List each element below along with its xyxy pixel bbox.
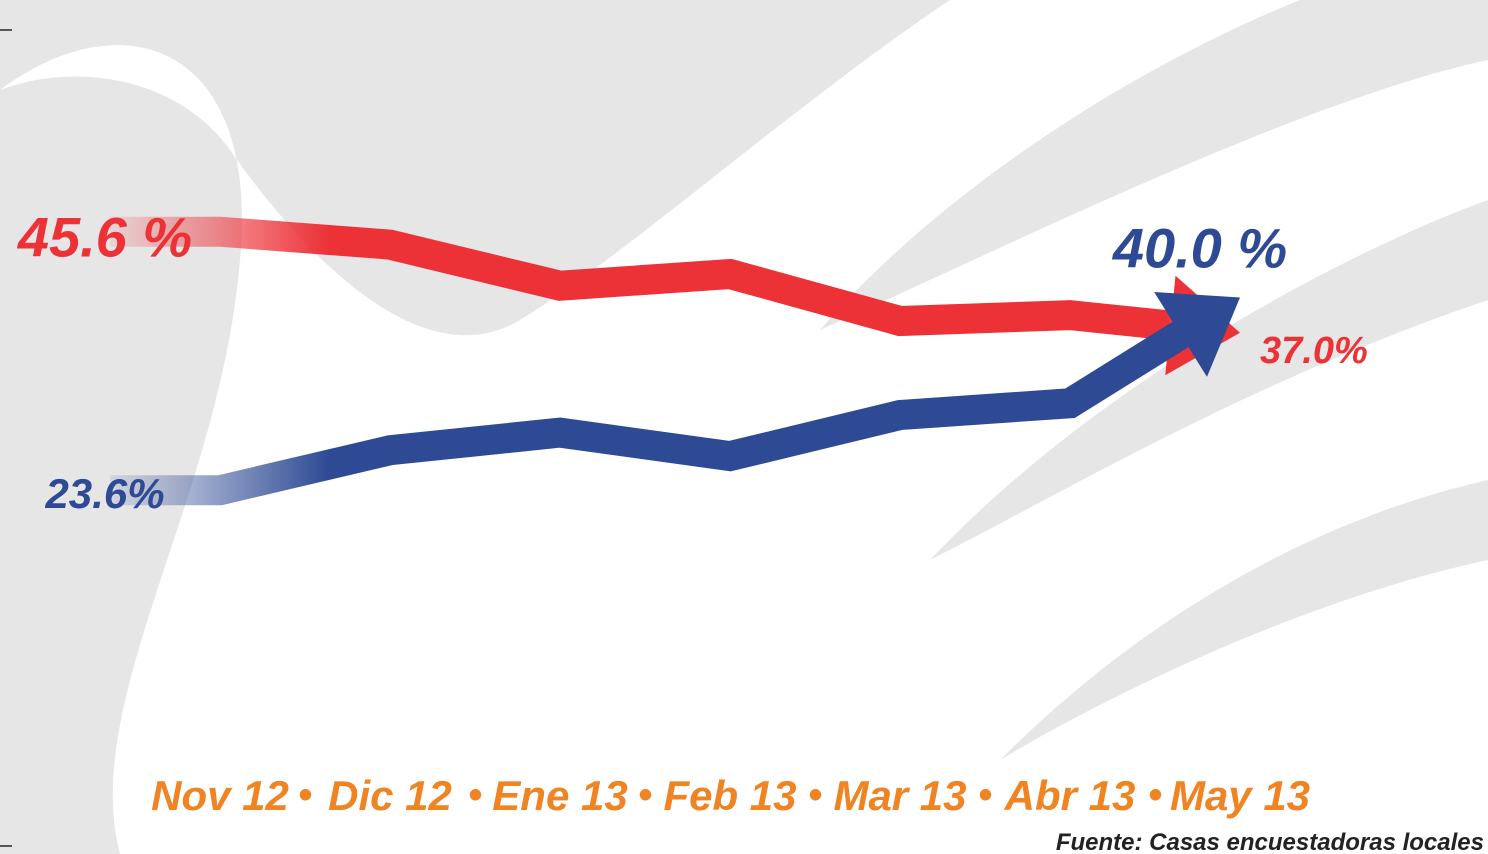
x-tick-label: Mar 13 (833, 772, 966, 819)
arrowhead (1154, 292, 1240, 377)
line-series (110, 216, 1172, 341)
x-tick-label: Nov 12 (151, 772, 289, 819)
category-separator: • (468, 773, 482, 817)
category-separator: • (1148, 773, 1162, 817)
category-separator: • (978, 773, 992, 817)
x-tick-label: Feb 13 (663, 772, 796, 819)
x-tick-label: Dic 12 (328, 772, 452, 819)
value-label: 40.0 % (1112, 217, 1287, 280)
value-label: 45.6 % (17, 206, 192, 269)
value-label: 37.0% (1260, 330, 1368, 372)
line-series (110, 321, 1189, 506)
source: Fuente: Casas encuestadoras locales (1056, 829, 1484, 854)
category-separator: • (638, 773, 652, 817)
category-separator: • (808, 773, 822, 817)
x-tick-label: Abr 13 (1004, 772, 1136, 819)
category-separator: • (298, 773, 312, 817)
x-tick-label: May 13 (1170, 772, 1310, 819)
x-tick-label: Ene 13 (492, 772, 627, 819)
value-label: 23.6% (44, 470, 164, 517)
